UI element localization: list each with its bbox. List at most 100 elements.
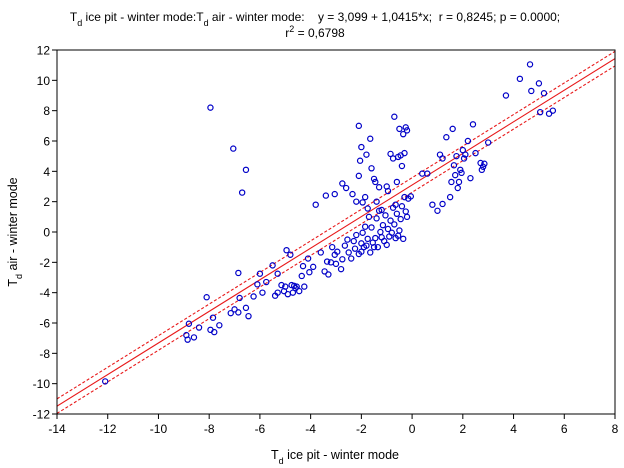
data-point — [391, 113, 398, 120]
data-point — [306, 268, 313, 276]
data-point — [536, 108, 544, 116]
data-point — [359, 229, 366, 236]
data-point — [449, 125, 456, 133]
data-point — [296, 287, 303, 295]
x-axis-label: Td ice pit - winter mode — [271, 448, 399, 466]
data-point — [309, 263, 317, 271]
data-point — [282, 283, 289, 290]
data-point — [374, 243, 382, 251]
data-point — [429, 201, 436, 208]
data-point — [355, 172, 363, 180]
data-point — [481, 160, 488, 167]
data-point — [227, 309, 234, 317]
data-point — [322, 192, 330, 199]
data-point — [452, 171, 459, 179]
data-point — [453, 152, 460, 160]
data-point — [242, 304, 250, 312]
data-point — [230, 145, 237, 152]
x-tick-label: 8 — [612, 422, 619, 436]
data-point — [469, 121, 477, 128]
data-point — [283, 246, 290, 254]
x-tick-label: -10 — [150, 422, 168, 436]
data-point — [446, 193, 454, 201]
data-point — [292, 284, 299, 292]
data-point — [363, 242, 370, 249]
data-point — [298, 272, 305, 280]
data-point — [317, 249, 324, 256]
x-tick-label: -14 — [48, 422, 66, 436]
data-point — [231, 306, 238, 313]
data-point — [375, 184, 383, 191]
data-point — [424, 170, 431, 177]
data-point — [345, 249, 352, 256]
data-point — [388, 229, 395, 236]
data-point — [359, 199, 366, 206]
data-point — [256, 270, 264, 277]
data-point — [370, 175, 378, 183]
y-tick-label: -8 — [39, 347, 50, 361]
confidence-band-upper — [57, 50, 615, 400]
data-point — [378, 206, 385, 214]
data-point — [287, 251, 294, 258]
data-point — [361, 223, 369, 230]
data-point — [304, 255, 312, 262]
data-point — [540, 90, 548, 97]
data-point — [397, 215, 404, 223]
data-point — [407, 193, 415, 200]
data-point — [332, 260, 340, 268]
x-tick-label: 2 — [459, 422, 466, 436]
data-point — [348, 255, 355, 262]
data-point — [367, 249, 374, 256]
data-point — [339, 180, 346, 187]
data-point — [382, 212, 389, 219]
chart-title-line-1: Td ice pit - winter mode:Td air - winter… — [70, 10, 560, 28]
data-point — [372, 234, 379, 242]
data-point — [400, 235, 407, 243]
x-tick-label: 4 — [510, 422, 517, 436]
plot-frame — [56, 49, 616, 415]
data-point — [364, 235, 371, 243]
data-point — [351, 245, 359, 252]
data-point — [216, 322, 223, 329]
data-point — [331, 190, 338, 198]
data-point — [460, 155, 468, 162]
data-point — [396, 227, 403, 234]
data-point — [254, 281, 261, 288]
data-point — [341, 242, 349, 249]
data-point — [464, 137, 472, 145]
data-point — [526, 61, 534, 68]
confidence-band-lower — [57, 65, 615, 414]
points-layer — [101, 61, 557, 385]
chart-title-line-2: r2 = 0,6798 — [285, 24, 345, 40]
data-point — [299, 262, 307, 270]
data-point — [263, 278, 270, 286]
x-tick-label: -2 — [356, 422, 367, 436]
data-point — [401, 149, 408, 157]
data-point — [398, 203, 406, 210]
data-point — [325, 271, 332, 278]
data-point — [502, 92, 510, 99]
data-point — [353, 198, 360, 205]
data-point — [361, 193, 369, 201]
data-point — [398, 162, 406, 170]
data-point — [402, 124, 409, 131]
data-point — [373, 198, 380, 205]
data-point — [467, 174, 474, 182]
data-point — [373, 215, 380, 222]
data-point — [245, 312, 252, 320]
data-point — [472, 149, 479, 157]
data-point — [301, 283, 308, 290]
data-point — [401, 193, 408, 201]
data-point — [364, 205, 371, 212]
y-tick-label: 2 — [43, 195, 50, 209]
data-point — [400, 130, 407, 138]
data-point — [368, 224, 375, 231]
data-point — [545, 110, 553, 117]
data-point — [384, 187, 392, 195]
data-point — [235, 269, 242, 277]
data-point — [391, 221, 398, 228]
data-point — [184, 336, 191, 343]
y-tick-label: -6 — [39, 317, 50, 331]
data-point — [458, 169, 465, 177]
